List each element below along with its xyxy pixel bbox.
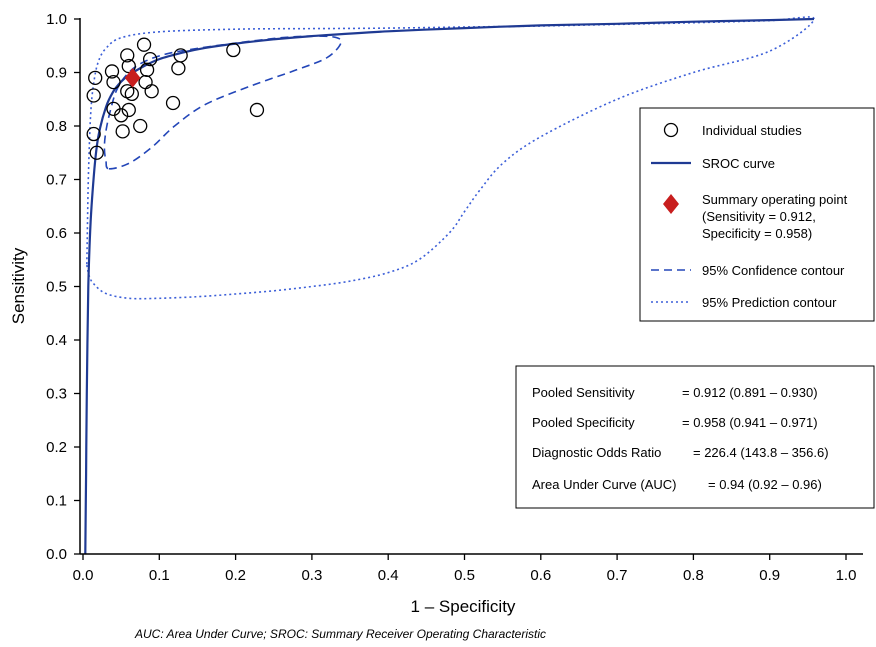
study-point bbox=[86, 126, 101, 142]
x-tick-label: 0.2 bbox=[225, 567, 246, 584]
stat-value: = 226.4 (143.8 – 356.6) bbox=[693, 445, 829, 460]
study-point bbox=[136, 37, 152, 52]
stat-label: Diagnostic Odds Ratio bbox=[532, 445, 661, 460]
prediction-contour bbox=[86, 16, 815, 300]
stat-label: Pooled Sensitivity bbox=[532, 385, 635, 400]
x-tick-label: 0.7 bbox=[607, 567, 628, 584]
y-tick-label: 0.7 bbox=[46, 172, 67, 189]
study-point bbox=[121, 58, 136, 74]
study-point bbox=[249, 102, 265, 118]
study-point bbox=[124, 86, 139, 102]
study-point bbox=[142, 51, 158, 67]
study-point bbox=[114, 108, 129, 123]
statistics-box: Pooled Sensitivity = 0.912 (0.891 – 0.93… bbox=[515, 365, 875, 509]
y-axis-label: Sensitivity bbox=[9, 247, 28, 324]
y-tick-label: 0.4 bbox=[46, 332, 67, 349]
y-tick-label: 0.6 bbox=[46, 225, 67, 242]
study-point bbox=[86, 88, 101, 103]
legend-summary-label: Specificity = 0.958) bbox=[702, 226, 812, 241]
study-point bbox=[106, 74, 121, 90]
y-tick-label: 0.2 bbox=[46, 439, 67, 456]
stat-value: = 0.94 (0.92 – 0.96) bbox=[708, 477, 822, 492]
x-axis-label: 1 – Specificity bbox=[411, 597, 516, 616]
legend: Individual studies SROC curve Summary op… bbox=[639, 107, 875, 322]
study-point bbox=[88, 70, 103, 85]
confidence-contour bbox=[103, 35, 343, 170]
legend-confidence-label: 95% Confidence contour bbox=[702, 263, 845, 278]
statistics-frame bbox=[515, 365, 875, 509]
study-point bbox=[171, 61, 186, 76]
study-point bbox=[121, 102, 136, 118]
summary-point bbox=[124, 68, 141, 88]
y-tick-label: 0.1 bbox=[46, 493, 67, 510]
study-point bbox=[104, 64, 120, 79]
study-point bbox=[120, 48, 135, 63]
y-tick-label: 0.8 bbox=[46, 118, 67, 135]
y-tick-label: 0.3 bbox=[46, 386, 67, 403]
legend-summary-label: Summary operating point bbox=[702, 192, 848, 207]
stat-label: Area Under Curve (AUC) bbox=[532, 477, 677, 492]
axes: 0.0 0.1 0.2 0.3 0.4 0.5 0.6 0.7 0.8 0.9 1.0 0.0 0.1 0… bbox=[46, 11, 863, 584]
stat-value: = 0.958 (0.941 – 0.971) bbox=[682, 415, 818, 430]
legend-summary-marker bbox=[663, 194, 679, 214]
x-tick-label: 0.8 bbox=[683, 567, 704, 584]
y-tick-label: 0.9 bbox=[46, 65, 67, 82]
study-point bbox=[144, 84, 159, 99]
legend-box bbox=[639, 107, 875, 322]
study-point bbox=[120, 84, 135, 99]
x-tick-label: 0.4 bbox=[378, 567, 399, 584]
x-tick-label: 0.0 bbox=[73, 567, 94, 584]
study-point bbox=[89, 145, 104, 160]
y-tick-label: 0.0 bbox=[46, 546, 67, 563]
study-point bbox=[138, 74, 153, 90]
legend-summary-label: (Sensitivity = 0.912, bbox=[702, 209, 816, 224]
x-tick-label: 0.5 bbox=[454, 567, 475, 584]
study-point bbox=[133, 118, 148, 134]
sroc-curve bbox=[84, 17, 815, 555]
legend-sroc-label: SROC curve bbox=[702, 156, 775, 171]
study-point bbox=[226, 42, 241, 58]
x-tick-label: 0.9 bbox=[759, 567, 780, 584]
y-tick-label: 1.0 bbox=[46, 11, 67, 28]
plot-area bbox=[84, 16, 815, 555]
legend-studies-label: Individual studies bbox=[702, 123, 802, 138]
y-tick-label: 0.5 bbox=[46, 279, 67, 296]
x-tick-label: 0.6 bbox=[530, 567, 551, 584]
legend-prediction-label: 95% Prediction contour bbox=[702, 295, 837, 310]
x-tick-label: 1.0 bbox=[836, 567, 857, 584]
study-point bbox=[165, 95, 181, 111]
legend-study-marker bbox=[663, 122, 679, 138]
x-tick-label: 0.3 bbox=[301, 567, 322, 584]
study-point bbox=[115, 124, 130, 139]
stat-label: Pooled Specificity bbox=[532, 415, 635, 430]
footnote: AUC: Area Under Curve; SROC: Summary Rec… bbox=[134, 627, 546, 641]
stat-value: = 0.912 (0.891 – 0.930) bbox=[682, 385, 818, 400]
x-tick-label: 0.1 bbox=[149, 567, 170, 584]
